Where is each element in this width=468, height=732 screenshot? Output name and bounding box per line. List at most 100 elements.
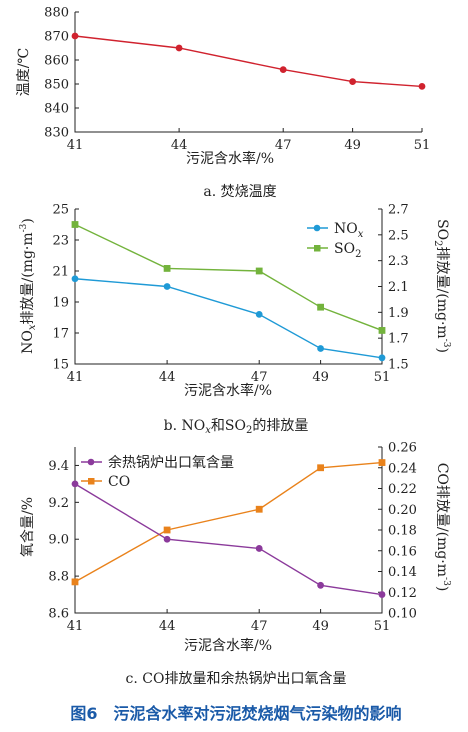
- y-tick-label-right-c: 0.24: [388, 461, 417, 476]
- y-tick-label-left-b: 17: [52, 327, 69, 342]
- legend-label-nox: NOx: [334, 221, 364, 240]
- y-tick-label-right-b: 1.5: [388, 358, 409, 373]
- data-point-nox: [378, 354, 386, 362]
- caption-c: c. CO排放量和余热锅炉出口氧含量: [126, 670, 347, 687]
- y-tick-label-left-b: 25: [52, 203, 69, 218]
- data-point-oxygen: [317, 581, 324, 589]
- panel-co-oxygen: 8.6 8.8 9.0 9.2 9.4 0.10 0.12 0.14 0.16 0.18 0.20…: [20, 441, 451, 688]
- data-point-co: [317, 464, 324, 472]
- caption-b: b. NOx和SO2的排放量: [164, 418, 309, 436]
- data-point-temperature: [418, 83, 426, 90]
- x-tick-label-b: 49: [312, 370, 329, 385]
- y-tick-label-right-c: 0.14: [388, 565, 417, 580]
- x-tick-label-b: 41: [67, 370, 84, 385]
- y-tick-label-left-b: 23: [52, 234, 69, 249]
- y-tick-label-left-c: 8.8: [48, 570, 69, 585]
- y-tick-label-right-b: 1.9: [388, 306, 409, 321]
- y-tick-label-left-c: 9.2: [48, 496, 69, 511]
- y-tick-label-left-a: 850: [44, 78, 69, 93]
- y-tick-label-left-b: 21: [52, 265, 69, 280]
- data-point-nox: [163, 283, 171, 290]
- y-tick-label-right-b: 2.3: [388, 254, 409, 269]
- x-tick-label-a: 47: [275, 138, 292, 153]
- x-tick-label-b: 44: [159, 370, 176, 385]
- x-tick-label-c: 44: [159, 619, 176, 634]
- y-tick-label-right-b: 2.5: [388, 228, 409, 243]
- y-tick-label-left-b: 15: [52, 358, 69, 373]
- data-point-co: [378, 459, 386, 466]
- y-tick-label-right-b: 2.7: [388, 203, 409, 218]
- x-tick-label-b: 51: [374, 370, 391, 385]
- x-axis-label-b: 污泥含水率/%: [184, 382, 272, 399]
- data-point-nox: [71, 275, 79, 283]
- data-point-co: [163, 526, 171, 534]
- data-point-so2: [255, 267, 263, 275]
- data-point-temperature: [279, 66, 287, 73]
- y-tick-label-left-c: 8.6: [48, 607, 69, 622]
- y-tick-label-left-b: 19: [52, 296, 69, 311]
- legend-marker-co: [88, 478, 95, 485]
- series-line-oxygen: [74, 483, 383, 596]
- y-tick-label-left-a: 840: [44, 102, 69, 117]
- y-axis-label-right-c: CO排放量/(mg·m-3): [434, 463, 451, 592]
- y-tick-label-right-c: 0.22: [388, 482, 417, 497]
- x-tick-label-a: 44: [171, 138, 188, 153]
- x-tick-label-a: 49: [344, 138, 361, 153]
- x-tick-label-a: 51: [414, 138, 431, 153]
- data-point-oxygen: [163, 535, 171, 543]
- data-point-oxygen: [71, 480, 79, 488]
- x-tick-label-c: 41: [67, 619, 84, 634]
- data-point-temperature: [349, 78, 356, 85]
- y-tick-label-left-a: 870: [44, 30, 69, 45]
- data-point-oxygen: [255, 545, 263, 552]
- legend-marker-oxygen: [87, 458, 95, 466]
- x-tick-label-c: 51: [374, 619, 391, 634]
- legend-marker-nox: [313, 224, 321, 232]
- y-axis-label-right-b: SO2排放量/(mg·m-3): [432, 219, 451, 353]
- data-point-nox: [255, 311, 263, 318]
- y-tick-label-right-c: 0.16: [388, 544, 417, 559]
- y-axis-label-a: 温度/℃: [16, 48, 32, 96]
- data-point-so2: [163, 265, 171, 272]
- y-tick-label-left-a: 860: [44, 54, 69, 69]
- y-tick-label-left-c: 9.4: [48, 459, 69, 474]
- x-tick-label-b: 47: [251, 370, 268, 385]
- data-point-co: [71, 578, 79, 586]
- x-tick-label-c: 47: [251, 619, 268, 634]
- y-tick-label-left-c: 9.0: [48, 533, 69, 548]
- data-point-co: [255, 505, 263, 513]
- data-point-so2: [317, 303, 324, 311]
- panel-temperature: 830 840 850 860 870 880 41 44 47 49 51 污泥含水率/% 温度…: [16, 6, 430, 201]
- x-axis-label-a: 污泥含水率/%: [186, 150, 274, 167]
- data-point-so2: [378, 327, 386, 334]
- y-tick-label-right-c: 0.26: [388, 441, 417, 456]
- y-axis-label-left-b: NOx排放量/(mg·m-3): [19, 218, 38, 354]
- panel-emissions-nox-so2: 15 17 19 21 23 25 1.5 1.7 1.9 2.1 2.3 2.5 2.7 41 44 4…: [19, 203, 451, 437]
- axis-frame-a: [74, 12, 422, 133]
- data-point-temperature: [71, 32, 79, 40]
- series-line-nox: [74, 278, 383, 359]
- legend-label-so2: SO2: [334, 241, 361, 260]
- legend-marker-so2: [314, 245, 321, 252]
- y-tick-label-right-b: 1.7: [388, 332, 409, 347]
- data-point-so2: [71, 221, 79, 228]
- y-axis-label-left-c: 氧含量/%: [20, 497, 36, 557]
- y-tick-label-left-a: 830: [44, 126, 69, 141]
- x-axis-label-c: 污泥含水率/%: [184, 637, 272, 654]
- data-point-oxygen: [378, 591, 386, 598]
- x-tick-label-c: 49: [312, 619, 329, 634]
- legend-b: NOx SO2: [307, 221, 364, 260]
- legend-label-oxygen: 余热锅炉出口氧含量: [108, 454, 234, 471]
- legend-c: 余热锅炉出口氧含量 CO: [81, 454, 234, 490]
- legend-label-co: CO: [108, 474, 130, 490]
- data-point-temperature: [175, 44, 183, 52]
- y-tick-label-right-c: 0.20: [388, 503, 417, 518]
- y-tick-label-right-b: 2.1: [388, 280, 409, 295]
- y-tick-label-right-c: 0.18: [388, 524, 417, 539]
- x-tick-label-a: 41: [67, 138, 84, 153]
- series-line-temperature: [74, 35, 423, 88]
- y-tick-label-right-c: 0.10: [388, 607, 417, 622]
- data-point-nox: [317, 345, 324, 352]
- y-tick-label-left-a: 880: [44, 6, 69, 21]
